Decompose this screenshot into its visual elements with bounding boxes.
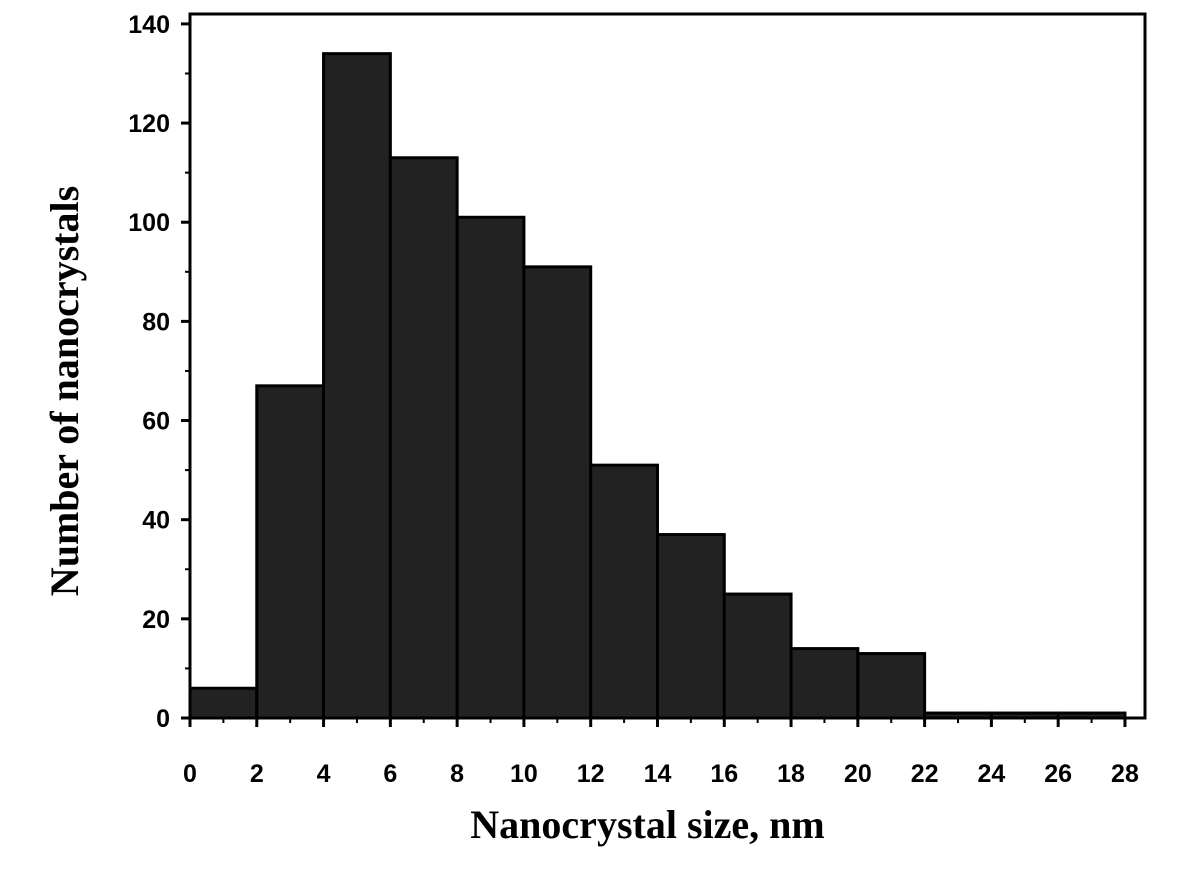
x-axis-title: Nanocrystal size, nm <box>470 802 824 847</box>
x-tick-label: 16 <box>710 760 738 788</box>
y-tick-label: 140 <box>128 11 170 39</box>
histogram-bar <box>655 533 726 720</box>
y-axis-title: Number of nanocrystals <box>42 186 87 596</box>
histogram-bar <box>388 156 459 720</box>
y-tick-label: 0 <box>156 705 170 733</box>
x-tick-label: 8 <box>450 760 464 788</box>
x-tick-label: 20 <box>844 760 872 788</box>
x-tick-label: 28 <box>1111 760 1139 788</box>
bars-layer <box>188 52 1127 720</box>
x-tick-label: 2 <box>250 760 264 788</box>
histogram-bar <box>522 265 593 720</box>
x-tick-label: 26 <box>1044 760 1072 788</box>
histogram-bar <box>188 686 259 720</box>
histogram-bar <box>722 592 793 720</box>
x-tick-label: 24 <box>977 760 1005 788</box>
y-tick-label: 20 <box>142 606 170 634</box>
ticks-layer <box>181 22 1127 727</box>
x-tick-label: 6 <box>383 760 397 788</box>
histogram-bar <box>789 647 860 720</box>
y-tick-label: 120 <box>128 110 170 138</box>
x-tick-label: 14 <box>644 760 672 788</box>
histogram-bar <box>589 463 659 720</box>
x-tick-label: 12 <box>577 760 605 788</box>
y-tick-label: 100 <box>128 209 170 237</box>
y-tick-label: 60 <box>142 408 170 436</box>
x-tick-label: 4 <box>317 760 331 788</box>
x-tick-label: 0 <box>183 760 197 788</box>
plot-frame <box>188 12 1147 720</box>
histogram-bar <box>856 652 927 720</box>
histogram-bar <box>455 215 526 720</box>
x-tick-label: 18 <box>777 760 805 788</box>
histogram-bar <box>255 384 326 720</box>
x-tick-label: 22 <box>911 760 939 788</box>
y-tick-label: 80 <box>142 308 170 336</box>
y-tick-label: 40 <box>142 507 170 535</box>
histogram-bar <box>322 52 392 720</box>
x-tick-label: 10 <box>510 760 538 788</box>
